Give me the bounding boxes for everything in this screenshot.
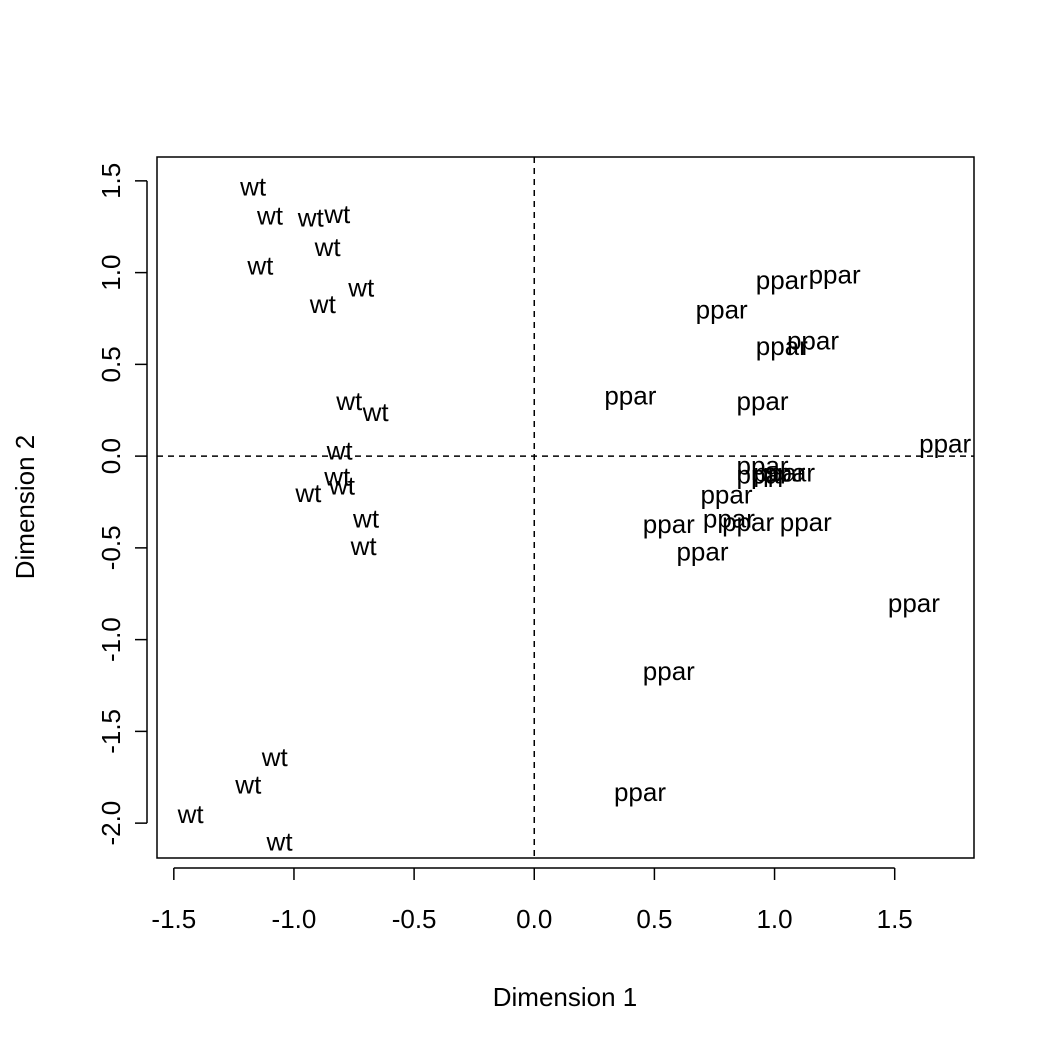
reference-lines [157, 157, 974, 858]
y-tick-label: 1.5 [96, 163, 126, 199]
y-tick-label: 0.0 [96, 438, 126, 474]
point-label-wt: wt [314, 232, 342, 262]
point-label-wt: wt [326, 436, 354, 466]
point-label-ppar: ppar [888, 588, 940, 618]
x-tick-label: 1.5 [877, 904, 913, 934]
point-label-ppar: ppar [643, 656, 695, 686]
y-tick-label: -2.0 [96, 801, 126, 846]
point-label-ppar: ppar [756, 331, 808, 361]
point-label-wt: wt [177, 799, 205, 829]
x-tick-label: 1.0 [756, 904, 792, 934]
point-label-ppar: ppar [676, 537, 728, 567]
point-label-ppar: ppar [780, 507, 832, 537]
point-label-wt: wt [261, 742, 289, 772]
point-label-ppar: ppar [737, 459, 789, 489]
point-label-wt: wt [323, 461, 351, 491]
point-label-wt: wt [350, 531, 378, 561]
point-label-wt: wt [352, 504, 380, 534]
point-label-ppar: ppar [614, 777, 666, 807]
point-label-ppar: ppar [919, 428, 971, 458]
x-tick-label: 0.5 [636, 904, 672, 934]
plot-frame [156, 156, 975, 859]
point-label-wt: wt [297, 203, 325, 233]
y-tick-label: -1.0 [96, 617, 126, 662]
point-label-ppar: ppar [703, 504, 755, 534]
point-label-wt: wt [347, 272, 375, 302]
x-tick-label: -1.5 [151, 904, 196, 934]
y-tick-label: -0.5 [96, 525, 126, 570]
point-label-wt: wt [328, 470, 356, 500]
point-label-wt: wt [335, 386, 363, 416]
point-label-ppar: ppar [809, 259, 861, 289]
point-label-wt: wt [246, 250, 274, 280]
point-label-wt: wt [294, 478, 322, 508]
point-label-ppar: ppar [737, 450, 789, 480]
x-axis-title: Dimension 1 [493, 982, 638, 1012]
point-label-wt: wt [239, 171, 267, 201]
point-label-ppar: ppar [696, 294, 748, 324]
point-label-ppar: ppar [787, 326, 839, 356]
point-label-ppar: ppar [753, 458, 805, 488]
x-axis: -1.5 -1.0 -0.5 0.0 0.5 1.0 1.5 [151, 867, 913, 934]
y-axis-title: Dimension 2 [10, 435, 40, 580]
point-label-wt: wt [256, 201, 284, 231]
point-label-ppar: ppar [756, 265, 808, 295]
point-label-ppar: ppar [722, 507, 774, 537]
point-label-wt: wt [362, 397, 390, 427]
point-label-wt: wt [234, 770, 262, 800]
y-tick-label: 1.0 [96, 255, 126, 291]
x-tick-label: 0.0 [516, 904, 552, 934]
y-tick-label: -1.5 [96, 709, 126, 754]
y-tick-label: 0.5 [96, 346, 126, 382]
x-tick-label: -0.5 [392, 904, 437, 934]
point-label-ppar: ppar [737, 386, 789, 416]
point-label-wt: wt [309, 289, 337, 319]
y-axis: -2.0 -1.5 -1.0 -0.5 0.0 0.5 1.0 1.5 [96, 163, 148, 846]
point-label-ppar: ppar [604, 381, 656, 411]
x-tick-label: -1.0 [272, 904, 317, 934]
point-label-ppar: ppar [643, 509, 695, 539]
point-label-wt: wt [266, 826, 294, 856]
point-label-ppar: ppar [763, 458, 815, 488]
point-label-ppar: ppar [700, 480, 752, 510]
point-label-wt: wt [323, 199, 351, 229]
